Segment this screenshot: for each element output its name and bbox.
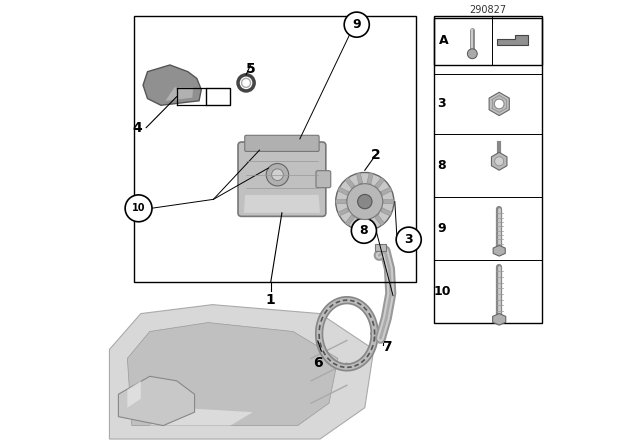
Polygon shape — [127, 381, 141, 408]
Polygon shape — [493, 314, 506, 325]
Polygon shape — [338, 187, 349, 195]
Text: 2: 2 — [371, 147, 381, 162]
Polygon shape — [375, 178, 385, 188]
Circle shape — [266, 164, 289, 186]
Circle shape — [358, 194, 372, 209]
Bar — [435, 18, 541, 323]
Text: 1: 1 — [266, 293, 276, 307]
Polygon shape — [345, 178, 355, 188]
Bar — [134, 16, 417, 282]
Circle shape — [396, 227, 421, 252]
FancyBboxPatch shape — [244, 135, 319, 151]
Polygon shape — [381, 208, 392, 216]
Text: 10: 10 — [132, 203, 145, 213]
Circle shape — [344, 12, 369, 37]
Polygon shape — [118, 376, 195, 426]
Text: 9: 9 — [438, 222, 446, 235]
Polygon shape — [492, 152, 507, 170]
Circle shape — [351, 218, 376, 243]
Polygon shape — [367, 220, 373, 230]
Circle shape — [271, 169, 284, 181]
Polygon shape — [374, 244, 386, 251]
Polygon shape — [127, 323, 338, 426]
Circle shape — [336, 172, 394, 231]
Polygon shape — [109, 305, 374, 439]
Text: 7: 7 — [382, 340, 392, 354]
Text: 5: 5 — [246, 62, 255, 77]
Bar — [435, 16, 541, 65]
Polygon shape — [244, 195, 320, 213]
Polygon shape — [356, 220, 363, 230]
Polygon shape — [356, 173, 363, 184]
FancyBboxPatch shape — [316, 171, 331, 188]
Text: A: A — [439, 34, 449, 47]
Circle shape — [495, 157, 504, 166]
Text: 8: 8 — [360, 224, 368, 237]
Circle shape — [494, 99, 504, 109]
Text: 9: 9 — [353, 18, 361, 31]
Polygon shape — [165, 87, 193, 101]
Text: 8: 8 — [438, 159, 446, 172]
Polygon shape — [336, 199, 346, 204]
Text: 4: 4 — [132, 121, 142, 135]
Circle shape — [467, 49, 477, 59]
Polygon shape — [367, 173, 373, 184]
Circle shape — [125, 195, 152, 222]
Polygon shape — [493, 246, 505, 256]
Polygon shape — [375, 215, 385, 225]
Polygon shape — [143, 65, 202, 105]
Text: 6: 6 — [313, 356, 323, 370]
Polygon shape — [345, 215, 355, 225]
Circle shape — [347, 184, 383, 220]
Polygon shape — [338, 208, 349, 216]
Polygon shape — [489, 92, 509, 116]
Bar — [206, 88, 230, 105]
Text: 3: 3 — [438, 97, 446, 111]
Text: 10: 10 — [433, 284, 451, 298]
Polygon shape — [497, 35, 529, 45]
Text: 3: 3 — [404, 233, 413, 246]
Text: 290827: 290827 — [469, 5, 507, 15]
Polygon shape — [381, 187, 392, 195]
Text: A: A — [207, 90, 217, 103]
Polygon shape — [150, 408, 253, 426]
Polygon shape — [383, 199, 394, 204]
FancyBboxPatch shape — [238, 142, 326, 216]
